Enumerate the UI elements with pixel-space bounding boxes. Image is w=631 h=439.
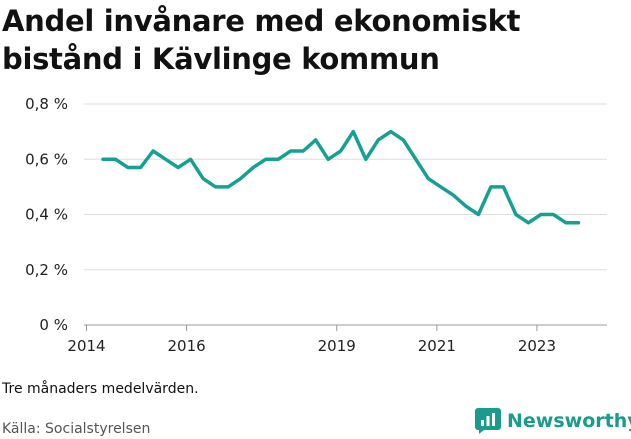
series-line: [101, 129, 581, 225]
x-tick-label: 2023: [518, 337, 556, 355]
x-axis-tick-labels: 2014 2016 2019 2021 2023: [67, 337, 556, 355]
y-tick-label: 0 %: [39, 316, 68, 334]
x-tick-label: 2019: [318, 337, 356, 355]
x-tick-label: 2021: [418, 337, 456, 355]
y-axis-tick-labels: 0 % 0,2 % 0,4 % 0,6 % 0,8 %: [25, 95, 68, 334]
source-credit: Källa: Socialstyrelsen: [2, 421, 151, 437]
x-tick-label: 2016: [168, 337, 206, 355]
newsworthy-brand: Newsworthy: [475, 408, 631, 434]
x-axis: [86, 325, 538, 331]
y-tick-label: 0,8 %: [25, 95, 68, 113]
newsworthy-logo-icon: [475, 408, 501, 434]
gridlines: [84, 103, 607, 326]
y-tick-label: 0,4 %: [25, 206, 68, 224]
x-tick-label: 2014: [67, 337, 105, 355]
y-tick-label: 0,6 %: [25, 150, 68, 168]
line-chart: 0 % 0,2 % 0,4 % 0,6 % 0,8 % 2014 2016 2019 2021…: [25, 95, 607, 355]
brand-name: Newsworthy: [507, 410, 631, 432]
y-tick-label: 0,2 %: [25, 261, 68, 279]
series-group: [101, 129, 581, 225]
footnote: Tre månaders medelvärden.: [2, 381, 199, 397]
chart-title: Andel invånare med ekonomiskt bistånd i …: [2, 4, 521, 76]
